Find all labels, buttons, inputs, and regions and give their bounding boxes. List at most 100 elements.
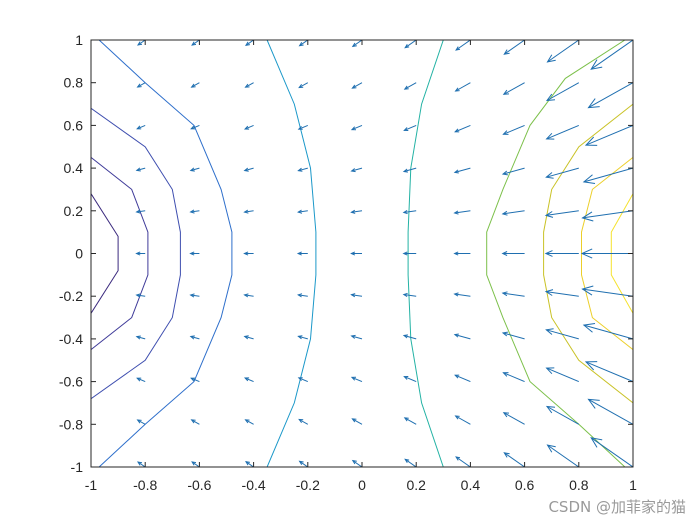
- quiver-arrow: [135, 209, 146, 214]
- quiver-arrow: [501, 167, 525, 176]
- quiver-arrow: [298, 460, 309, 467]
- quiver-arrow: [189, 167, 200, 172]
- x-tick-label: -0.6: [187, 477, 211, 493]
- quiver-arrow: [546, 40, 580, 63]
- quiver-arrow: [453, 333, 471, 340]
- x-tick-label: -0.2: [296, 477, 320, 493]
- quiver-arrow: [243, 124, 254, 130]
- quiver-arrow: [297, 293, 308, 298]
- quiver-arrow: [587, 82, 633, 109]
- quiver-arrow: [402, 167, 417, 173]
- quiver-arrow: [189, 293, 200, 298]
- quiver-arrow: [582, 323, 633, 340]
- quiver-arrow: [453, 251, 471, 256]
- x-tick-label: -0.8: [133, 477, 157, 493]
- quiver-arrow: [502, 82, 525, 95]
- quiver-arrow: [545, 405, 580, 425]
- x-tick-label: 0.8: [569, 477, 589, 493]
- quiver-arrow: [350, 293, 363, 298]
- quiver-arrow: [191, 461, 200, 467]
- quiver-arrow: [502, 124, 525, 135]
- quiver-arrow: [245, 461, 254, 467]
- watermark: CSDN @加菲家的猫: [548, 498, 686, 516]
- x-tick-label: 1: [629, 477, 637, 493]
- contour-line-1: [91, 157, 149, 350]
- contour-line-7: [543, 103, 633, 404]
- quiver-arrow: [350, 167, 363, 173]
- quiver-arrow: [453, 167, 471, 174]
- quiver-arrow: [455, 456, 471, 467]
- quiver-arrow: [135, 167, 146, 172]
- quiver-arrow: [189, 209, 200, 214]
- quiver-arrow: [403, 124, 417, 131]
- quiver-arrow: [136, 461, 146, 467]
- quiver-arrow: [243, 209, 254, 214]
- quiver-arrow: [243, 377, 254, 383]
- quiver-arrow: [587, 398, 633, 425]
- quiver-arrow: [136, 82, 146, 88]
- quiver-arrow: [243, 167, 254, 172]
- quiver-arrow: [590, 40, 633, 70]
- contour-line-0: [91, 193, 119, 314]
- quiver-arrow: [136, 40, 146, 46]
- y-tick-label: 0: [75, 246, 83, 262]
- quiver-arrow: [297, 167, 308, 172]
- quiver-arrow: [545, 367, 579, 383]
- quiver-arrow: [454, 124, 471, 133]
- quiver-arrow: [189, 335, 200, 340]
- y-tick-label: -0.2: [59, 288, 83, 304]
- quiver-arrow: [190, 377, 200, 383]
- quiver-arrow: [453, 292, 471, 297]
- quiver-arrow: [135, 335, 146, 340]
- quiver-arrow: [350, 209, 363, 214]
- quiver-arrow: [351, 82, 363, 89]
- quiver-arrow: [454, 415, 471, 425]
- y-tick-label: -0.6: [59, 374, 83, 390]
- quiver-arrow: [135, 293, 146, 298]
- quiver-arrow: [350, 251, 362, 256]
- quiver-arrow: [581, 285, 633, 297]
- quiver-arrow: [544, 250, 579, 257]
- quiver-arrow: [503, 40, 525, 55]
- y-tick-label: -0.4: [59, 331, 83, 347]
- quiver-arrow: [403, 376, 417, 383]
- contour-line-3: [98, 40, 233, 467]
- quiver-arrow: [350, 124, 363, 131]
- quiver-arrow: [402, 334, 417, 340]
- y-tick-label: 0.4: [64, 160, 84, 176]
- axis-ticks: -1 -0.8 -0.6 -0.4 -0.2 0 0.2 0.4 0.6 0.8 1 1 0.8 0.6 0…: [59, 32, 637, 493]
- quiver-arrow: [135, 251, 146, 256]
- quiver-arrow: [350, 334, 363, 340]
- quiver-arrow: [402, 251, 417, 256]
- y-tick-label: 0.6: [64, 117, 84, 133]
- y-tick-label: 1: [75, 32, 83, 48]
- contour-line-4: [266, 40, 317, 467]
- quiver-arrow: [402, 292, 417, 298]
- quiver-arrow: [136, 419, 146, 425]
- quiver-arrow: [243, 293, 254, 298]
- contour-line-2: [91, 107, 181, 400]
- quiver-arrow: [298, 40, 309, 47]
- quiver-arrow: [582, 167, 633, 184]
- x-tick-label: -1: [85, 477, 98, 493]
- quiver-arrow: [590, 437, 633, 467]
- quiver-arrow: [244, 419, 254, 425]
- x-tick-label: -0.4: [242, 477, 266, 493]
- quiver-arrow: [455, 40, 471, 51]
- y-tick-label: -1: [71, 459, 84, 475]
- quiver-arrow: [190, 82, 200, 88]
- quiver-arrow: [545, 124, 579, 140]
- quiver-arrow: [545, 328, 579, 340]
- quiver-arrow: [243, 335, 254, 340]
- quiver-arrow: [503, 452, 525, 467]
- quiver-arrow: [501, 251, 525, 256]
- quiver-arrow: [502, 372, 525, 383]
- quiver-arrow: [351, 40, 363, 48]
- quiver-arrow: [189, 251, 200, 256]
- quiver-arrow: [297, 124, 308, 130]
- quiver-arrow: [546, 444, 580, 467]
- quiver-arrow: [136, 377, 146, 383]
- quiver-arrow: [136, 124, 146, 130]
- quiver-arrow: [351, 459, 363, 467]
